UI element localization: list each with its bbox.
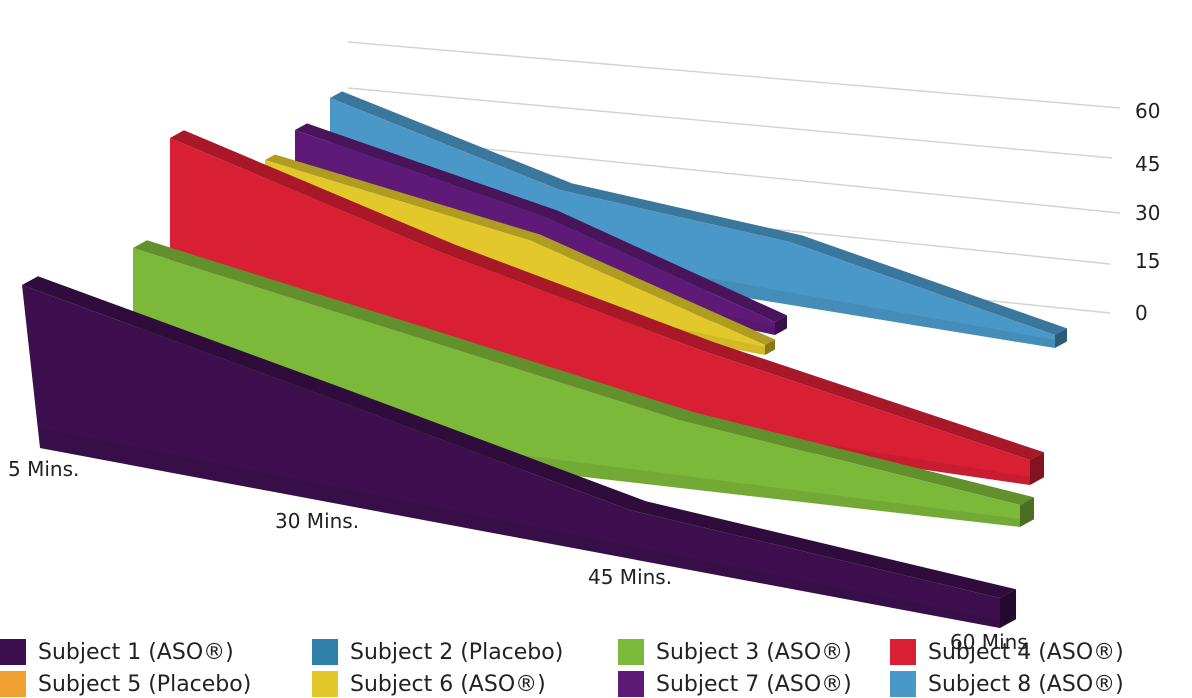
legend: Subject 1 (ASO®) Subject 2 (Placebo) Subje… xyxy=(0,636,1192,698)
legend-item: Subject 4 (ASO®) xyxy=(890,638,1124,666)
legend-item: Subject 2 (Placebo) xyxy=(312,638,563,666)
ribbon-end-face xyxy=(1020,497,1034,527)
ribbon-end-face xyxy=(765,339,775,355)
x-tick-label: 60 Mins xyxy=(950,630,1028,654)
legend-swatch xyxy=(890,671,916,697)
legend-item: Subject 6 (ASO®) xyxy=(312,670,546,698)
ribbon-end-face xyxy=(1030,452,1044,485)
legend-item: Subject 1 (ASO®) xyxy=(0,638,234,666)
ribbon-top-face xyxy=(170,130,1044,461)
ribbon-end-face xyxy=(1000,589,1016,628)
legend-item: Subject 5 (Placebo) xyxy=(0,670,251,698)
ribbon-front-face xyxy=(265,160,765,355)
x-tick-label: 45 Mins. xyxy=(588,565,672,589)
ribbon-front-face xyxy=(22,285,1000,628)
legend-label: Subject 3 (ASO®) xyxy=(656,639,852,665)
legend-swatch xyxy=(890,639,916,665)
ribbon-end-face xyxy=(775,315,787,335)
legend-item: Subject 7 (ASO®) xyxy=(618,670,852,698)
y-tick-label: 30 xyxy=(1135,201,1160,225)
legend-swatch xyxy=(312,671,338,697)
x-tick-label: 30 Mins. xyxy=(275,509,359,533)
legend-swatch xyxy=(0,639,26,665)
ribbon-end-face xyxy=(1055,328,1067,348)
legend-label: Subject 5 (Placebo) xyxy=(38,671,252,697)
x-tick-label: 5 Mins. xyxy=(8,457,79,481)
y-tick-label: 60 xyxy=(1135,99,1160,123)
legend-label: Subject 7 (ASO®) xyxy=(656,671,852,697)
legend-swatch xyxy=(618,639,644,665)
ribbon-top-face xyxy=(265,154,775,345)
legend-swatch xyxy=(312,639,338,665)
ribbon-front-face xyxy=(133,248,1020,527)
legend-label: Subject 8 (ASO®) xyxy=(928,671,1124,697)
series-ribbons xyxy=(22,91,1067,628)
series-ribbon xyxy=(22,276,1016,628)
legend-label: Subject 4 (ASO®) xyxy=(928,639,1124,665)
x-axis-tick-labels: 5 Mins. 30 Mins. 45 Mins. 60 Mins xyxy=(8,457,1028,654)
y-axis-tick-labels: 0 15 30 45 60 xyxy=(1135,99,1160,325)
gridline xyxy=(347,87,1113,159)
gridline xyxy=(347,41,1121,109)
legend-item: Subject 8 (ASO®) xyxy=(890,670,1124,698)
legend-item: Subject 3 (ASO®) xyxy=(618,638,852,666)
y-tick-label: 45 xyxy=(1135,152,1160,176)
y-tick-label: 0 xyxy=(1135,301,1148,325)
ribbon-top-face xyxy=(295,123,787,323)
legend-swatch xyxy=(0,671,26,697)
ribbon-top-face xyxy=(330,91,1067,336)
legend-label: Subject 6 (ASO®) xyxy=(350,671,546,697)
ribbon-top-face xyxy=(133,240,1034,506)
legend-label: Subject 2 (Placebo) xyxy=(350,639,564,665)
ribbon-top-face xyxy=(22,276,1016,598)
y-tick-label: 15 xyxy=(1135,249,1160,273)
ribbon-front-face xyxy=(170,138,1030,485)
legend-swatch xyxy=(618,671,644,697)
ribbon-shading xyxy=(40,428,1000,628)
ribbon-front-face xyxy=(295,130,775,335)
ribbon-front-face xyxy=(330,98,1055,348)
legend-label: Subject 1 (ASO®) xyxy=(38,639,234,665)
